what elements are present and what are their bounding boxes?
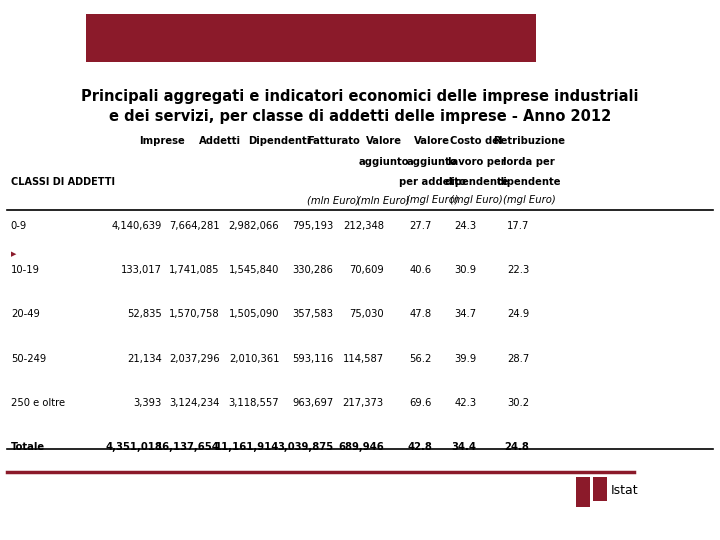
Text: 1,545,840: 1,545,840 <box>229 265 279 275</box>
Text: lavoro per: lavoro per <box>448 157 505 167</box>
Text: 1,505,090: 1,505,090 <box>229 309 279 320</box>
Text: 795,193: 795,193 <box>292 221 333 231</box>
Text: 21,134: 21,134 <box>127 354 162 364</box>
Text: aggiunto: aggiunto <box>407 157 457 167</box>
Text: 133,017: 133,017 <box>121 265 162 275</box>
Text: 593,116: 593,116 <box>292 354 333 364</box>
Text: 40.6: 40.6 <box>410 265 432 275</box>
Text: Fatturato: Fatturato <box>307 136 360 146</box>
Text: Totale: Totale <box>11 442 45 453</box>
Text: 69.6: 69.6 <box>410 398 432 408</box>
Text: 30.2: 30.2 <box>507 398 529 408</box>
Text: 217,373: 217,373 <box>343 398 384 408</box>
Text: 689,946: 689,946 <box>338 442 384 453</box>
Text: 11,161,914: 11,161,914 <box>215 442 279 453</box>
Text: 22.3: 22.3 <box>507 265 529 275</box>
Text: 1,741,085: 1,741,085 <box>169 265 220 275</box>
Text: 52,835: 52,835 <box>127 309 162 320</box>
Text: 24.8: 24.8 <box>504 442 529 453</box>
Text: 250 e oltre: 250 e oltre <box>11 398 65 408</box>
Text: 1,570,758: 1,570,758 <box>169 309 220 320</box>
Text: Retribuzione: Retribuzione <box>493 136 565 146</box>
Text: 27.7: 27.7 <box>410 221 432 231</box>
Text: Principali aggregati e indicatori economici delle imprese industriali: Principali aggregati e indicatori econom… <box>81 89 639 104</box>
Text: Dipendenti: Dipendenti <box>248 136 310 146</box>
Text: 42.8: 42.8 <box>407 442 432 453</box>
Text: 0-9: 0-9 <box>11 221 27 231</box>
Text: 330,286: 330,286 <box>292 265 333 275</box>
Text: 20-49: 20-49 <box>11 309 40 320</box>
Text: Imprese: Imprese <box>139 136 185 146</box>
Text: 30.9: 30.9 <box>454 265 477 275</box>
Text: 39.9: 39.9 <box>454 354 477 364</box>
Text: 56.2: 56.2 <box>410 354 432 364</box>
Text: Istat: Istat <box>611 484 638 497</box>
Text: 963,697: 963,697 <box>292 398 333 408</box>
Text: Addetti: Addetti <box>199 136 240 146</box>
Text: 2,010,361: 2,010,361 <box>229 354 279 364</box>
Text: 3,393: 3,393 <box>134 398 162 408</box>
Text: 114,587: 114,587 <box>343 354 384 364</box>
Text: 3,039,875: 3,039,875 <box>277 442 333 453</box>
Text: Valore: Valore <box>414 136 450 146</box>
Text: 212,348: 212,348 <box>343 221 384 231</box>
Text: 50-249: 50-249 <box>11 354 46 364</box>
Text: e dei servizi, per classe di addetti delle imprese - Anno 2012: e dei servizi, per classe di addetti del… <box>109 109 611 124</box>
Text: 34.4: 34.4 <box>451 442 477 453</box>
Text: 17.7: 17.7 <box>507 221 529 231</box>
Text: 70,609: 70,609 <box>349 265 384 275</box>
Text: (mgl Euro): (mgl Euro) <box>503 195 556 206</box>
Text: lorda per: lorda per <box>503 157 555 167</box>
Text: dipendente: dipendente <box>497 177 562 187</box>
Text: aggiunto: aggiunto <box>359 157 409 167</box>
Text: 24.9: 24.9 <box>507 309 529 320</box>
Text: 2,037,296: 2,037,296 <box>169 354 220 364</box>
Text: Costo del: Costo del <box>451 136 503 146</box>
Text: 3,118,557: 3,118,557 <box>229 398 279 408</box>
Text: Valore: Valore <box>366 136 402 146</box>
Text: per addetto: per addetto <box>399 177 465 187</box>
Text: 10-19: 10-19 <box>11 265 40 275</box>
Text: 7,664,281: 7,664,281 <box>169 221 220 231</box>
Text: (mln Euro): (mln Euro) <box>307 195 360 206</box>
Text: dipendente: dipendente <box>444 177 509 187</box>
Text: 16,137,654: 16,137,654 <box>156 442 220 453</box>
Text: 75,030: 75,030 <box>349 309 384 320</box>
Text: 2,982,066: 2,982,066 <box>229 221 279 231</box>
Text: 4,140,639: 4,140,639 <box>112 221 162 231</box>
Text: 4,351,018: 4,351,018 <box>105 442 162 453</box>
Text: CLASSI DI ADDETTI: CLASSI DI ADDETTI <box>11 177 114 187</box>
Text: 42.3: 42.3 <box>454 398 477 408</box>
Text: 47.8: 47.8 <box>410 309 432 320</box>
Text: 34.7: 34.7 <box>454 309 477 320</box>
Text: 28.7: 28.7 <box>507 354 529 364</box>
Text: 3,124,234: 3,124,234 <box>169 398 220 408</box>
Text: ▶: ▶ <box>11 251 16 257</box>
Text: 357,583: 357,583 <box>292 309 333 320</box>
Text: (mgl Euro): (mgl Euro) <box>405 195 459 206</box>
Text: (mgl Euro): (mgl Euro) <box>450 195 503 206</box>
Text: (mln Euro): (mln Euro) <box>357 195 410 206</box>
Text: 24.3: 24.3 <box>454 221 477 231</box>
